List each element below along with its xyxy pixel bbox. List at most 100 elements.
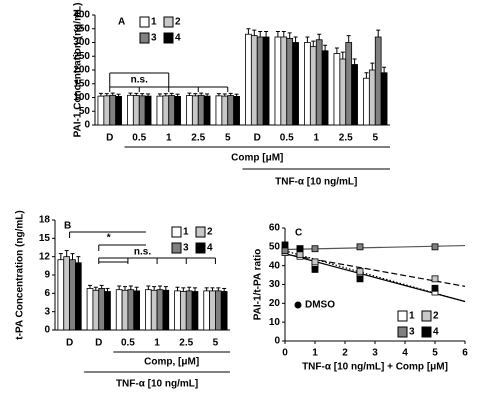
x-tick-label: 5: [213, 338, 219, 349]
bar: [197, 94, 205, 126]
bar: [156, 95, 164, 126]
x-tick-label: 1: [312, 348, 318, 359]
y-axis-label: PAI-1/t-PA ratio: [253, 249, 264, 320]
marker: [431, 284, 439, 292]
marker: [356, 267, 364, 275]
y-tick-label: 18: [39, 215, 51, 226]
x-tick-label: 5: [372, 133, 378, 144]
legend-swatch: [163, 32, 174, 44]
bar: [250, 35, 258, 126]
legend-label: 1: [409, 311, 415, 322]
x-tick-label: 0: [282, 348, 288, 359]
bar: [321, 50, 329, 126]
bar: [315, 39, 323, 126]
x-axis-label: TNF-α [10 ng/mL] + Comp [μM]: [302, 362, 448, 373]
bar: [86, 288, 94, 331]
bar: [215, 290, 222, 331]
bar: [127, 94, 134, 126]
bar: [98, 288, 105, 331]
bar: [92, 289, 100, 331]
x-tick-label: 2.5: [191, 133, 205, 144]
bar: [351, 64, 358, 126]
bar: [150, 289, 158, 331]
bar: [368, 69, 376, 126]
legend-label: 1: [151, 17, 157, 28]
bar: [185, 290, 193, 331]
bar: [304, 42, 311, 126]
x-tick-label: 4: [402, 348, 408, 359]
bar: [233, 96, 240, 126]
y-tick-label: 50: [269, 241, 281, 252]
y-tick-label: 350: [73, 23, 90, 34]
bar: [162, 289, 170, 331]
x-tick-label: 6: [462, 348, 468, 359]
y-tick-label: 20: [269, 298, 281, 309]
panel-letter: A: [118, 17, 125, 28]
legend-swatch: [421, 326, 432, 338]
panel-letter: C: [295, 228, 302, 239]
bar: [138, 95, 146, 126]
x-tick-label: 0.5: [132, 133, 146, 144]
x-tick-label: 2: [342, 348, 348, 359]
x-tick-label: 5: [225, 133, 231, 144]
bar: [245, 33, 252, 126]
marker: [281, 247, 289, 255]
x-tick-label: 2.5: [339, 133, 353, 144]
dmso-marker: [294, 301, 302, 309]
group-label: TNF-α [10 ng/mL]: [275, 177, 357, 188]
marker: [296, 245, 304, 253]
legend-swatch: [139, 16, 150, 28]
legend-label: 4: [207, 243, 213, 254]
x-tick-label: 5: [432, 348, 438, 359]
x-tick-label: 2.5: [179, 338, 193, 349]
legend-swatch: [195, 226, 206, 238]
bar: [115, 96, 122, 126]
bar: [104, 291, 111, 331]
y-tick-label: 150: [73, 78, 90, 89]
bar: [145, 289, 152, 331]
bar: [380, 72, 388, 126]
y-tick-label: 50: [79, 106, 91, 117]
marker: [431, 243, 439, 251]
bar: [168, 95, 176, 126]
marker: [311, 245, 319, 253]
legend-swatch: [195, 242, 206, 254]
marker: [296, 250, 304, 258]
y-tick-label: 400: [73, 10, 90, 21]
panel-letter: B: [64, 221, 71, 232]
legend-label: 4: [433, 327, 439, 338]
y-tick-label: 30: [269, 279, 281, 290]
x-tick-label: 0.5: [121, 338, 135, 349]
bar: [109, 94, 117, 126]
marker: [311, 266, 319, 273]
bar: [97, 95, 105, 126]
bar: [144, 95, 152, 126]
legend-swatch: [171, 242, 182, 254]
bar: [333, 53, 341, 126]
bar: [69, 259, 76, 331]
y-tick-label: 0: [274, 336, 280, 347]
bar: [133, 290, 140, 331]
bar: [203, 290, 210, 331]
x-tick-label: 0.5: [280, 133, 294, 144]
group-label: Comp [μM]: [231, 153, 283, 164]
legend-label: 4: [175, 33, 181, 44]
legend-swatch: [397, 310, 408, 322]
bar: [280, 36, 288, 126]
legend-swatch: [171, 226, 182, 238]
y-tick-label: 15: [39, 233, 51, 244]
legend-swatch: [421, 310, 432, 322]
y-tick-label: 60: [269, 223, 281, 234]
bar: [174, 290, 181, 331]
bar: [121, 289, 129, 331]
x-tick-label: D: [106, 133, 113, 144]
bar: [191, 95, 199, 126]
x-tick-label: D: [254, 133, 261, 144]
bar: [115, 289, 123, 331]
legend-swatch: [397, 326, 408, 338]
marker: [311, 258, 319, 266]
bar: [220, 291, 228, 331]
bar: [63, 256, 70, 331]
legend-label: 2: [175, 17, 181, 28]
